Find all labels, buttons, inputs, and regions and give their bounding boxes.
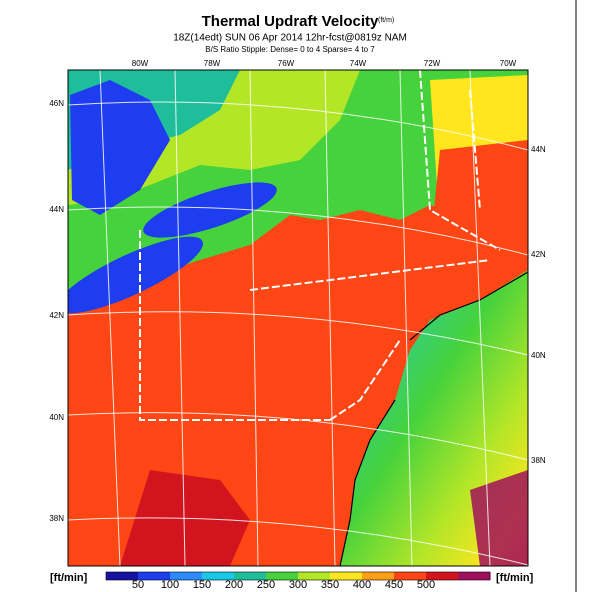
meridians <box>99 70 491 566</box>
coastline <box>339 399 396 566</box>
lat-label: 46N <box>49 99 64 108</box>
lake-ontario <box>143 182 277 238</box>
colorbar: 50 100 150 200 250 300 350 400 450 500 [ft/min] [ft… <box>50 571 534 591</box>
lat-label: 44N <box>531 145 546 154</box>
offshore-purple <box>470 470 528 566</box>
lon-label: 78W <box>204 59 221 68</box>
state-borders <box>139 70 501 421</box>
map-labels: 80W 78W 76W 74W 72W 70W 46N 44N 42N 40N 38N 44N 42N 4… <box>49 59 546 523</box>
colorbar-swatch <box>202 572 235 580</box>
colorbar-label: 150 <box>193 579 211 591</box>
colorbar-swatch <box>426 572 459 580</box>
colorbar-swatch <box>330 572 363 580</box>
lat-label: 40N <box>531 351 546 360</box>
coastline-north <box>409 271 528 341</box>
lat-label: 42N <box>531 250 546 259</box>
lake-erie <box>68 236 203 314</box>
colorbar-unit: [ft/min] <box>50 572 88 584</box>
colorbar-label: 500 <box>417 579 435 591</box>
new-england-red <box>430 140 528 300</box>
lon-label: 80W <box>132 59 149 68</box>
colorbar-swatch <box>138 572 171 580</box>
title: Thermal Updraft Velocity <box>202 13 379 30</box>
lon-label: 74W <box>350 59 367 68</box>
lat-label: 38N <box>531 456 546 465</box>
colorbar-label: 350 <box>321 579 339 591</box>
colorbar-label: 300 <box>289 579 307 591</box>
parallels <box>68 101 528 566</box>
subtitle: 18Z(14edt) SUN 06 Apr 2014 12hr-fcst@081… <box>173 33 407 44</box>
colorbar-swatch <box>298 572 331 580</box>
lat-label: 38N <box>49 514 64 523</box>
colorbar-swatch <box>170 572 203 580</box>
colorbar-label: 50 <box>132 579 144 591</box>
colorbar-swatch <box>458 572 491 580</box>
colorbar-swatch <box>266 572 299 580</box>
colorbar-swatch <box>106 572 139 580</box>
colorbar-swatch <box>394 572 427 580</box>
colorbar-swatch <box>234 572 267 580</box>
colorbar-label: 450 <box>385 579 403 591</box>
lat-label: 44N <box>49 205 64 214</box>
lon-label: 70W <box>500 59 517 68</box>
lat-label: 42N <box>49 311 64 320</box>
colorbar-unit: [ft/min] <box>496 572 534 584</box>
title-unit: (ft/m) <box>378 17 394 24</box>
colorbar-swatch <box>362 572 395 580</box>
colorbar-label: 400 <box>353 579 371 591</box>
map <box>67 69 529 567</box>
colorbar-label: 100 <box>161 579 179 591</box>
lat-label: 40N <box>49 413 64 422</box>
lon-label: 72W <box>424 59 441 68</box>
georgian-bay <box>70 80 170 215</box>
stipple-note: B/S Ratio Stipple: Dense= 0 to 4 Sparse=… <box>205 45 375 54</box>
colorbar-label: 200 <box>225 579 243 591</box>
colorbar-label: 250 <box>257 579 275 591</box>
map-frame <box>67 69 529 567</box>
colorbar-frame <box>105 571 491 581</box>
lon-label: 76W <box>278 59 295 68</box>
